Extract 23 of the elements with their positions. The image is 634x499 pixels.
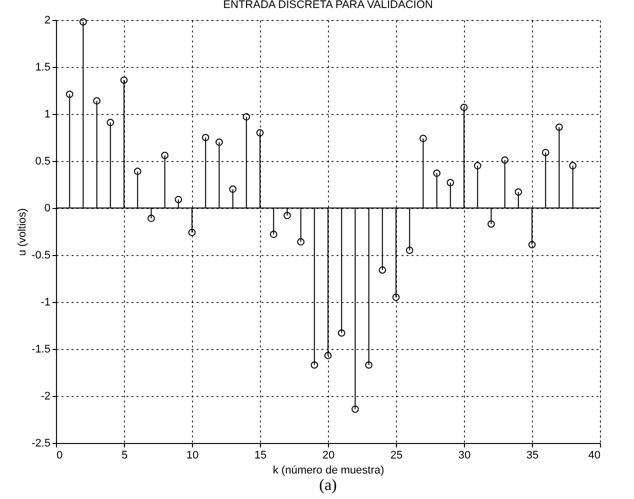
x-tick-label: 20 xyxy=(322,450,335,462)
x-tick-label: 40 xyxy=(588,450,600,462)
text: (a) xyxy=(319,477,337,494)
y-tick-label: 1 xyxy=(44,108,50,120)
y-tick-label: -2 xyxy=(40,390,50,402)
y-tick-label: 2 xyxy=(44,14,50,26)
y-tick-label: 0 xyxy=(44,202,50,214)
x-tick-label: 10 xyxy=(186,450,199,462)
y-tick-label: -2.5 xyxy=(32,438,50,450)
y-axis-title: u (voltios) xyxy=(16,208,29,256)
x-axis-title: k (número de muestra) xyxy=(272,464,384,476)
x-tick-label: 15 xyxy=(254,450,267,462)
x-tick-label: 30 xyxy=(458,450,471,462)
y-tick-label: -1.5 xyxy=(32,344,50,356)
x-tick-label: 0 xyxy=(56,450,63,462)
chart-title: ENTRADA DISCRETA PARA VALIDACION xyxy=(223,0,433,11)
y-tick-label: 1.5 xyxy=(35,62,50,74)
y-tick-label: -1 xyxy=(40,296,50,308)
x-tick-label: 25 xyxy=(390,450,403,462)
y-tick-label: -0.5 xyxy=(32,250,50,262)
y-tick-label: 0.5 xyxy=(35,156,50,168)
x-tick-label: 35 xyxy=(526,450,539,462)
x-tick-label: 5 xyxy=(121,450,128,462)
